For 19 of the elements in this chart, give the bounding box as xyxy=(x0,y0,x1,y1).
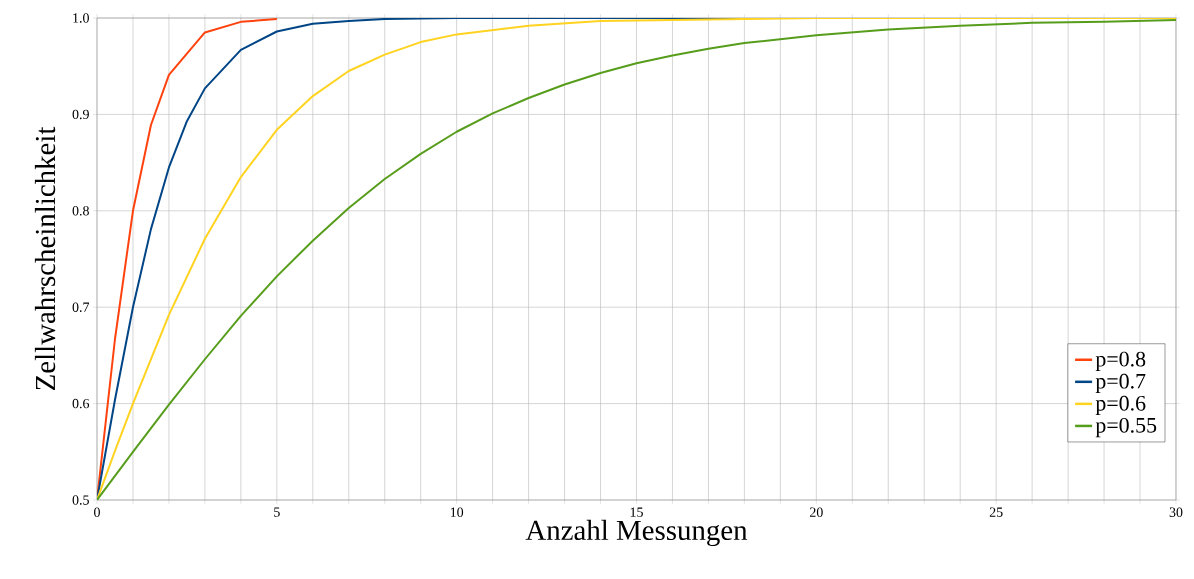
y-tick-label: 0.6 xyxy=(72,398,90,409)
x-tick-label: 25 xyxy=(989,507,1003,517)
x-tick-label: 20 xyxy=(809,507,823,517)
legend-label: p=0.8 xyxy=(1095,351,1146,371)
x-tick-label: 30 xyxy=(1169,507,1183,517)
y-tick-label: 1.0 xyxy=(73,13,89,23)
y-tick-label: 0.5 xyxy=(72,495,89,505)
x-axis-title: Anzahl Messungen xyxy=(525,519,748,547)
x-tick-label: 5 xyxy=(274,507,280,517)
y-tick-label: 0.8 xyxy=(72,206,89,216)
y-tick-label: 0.9 xyxy=(72,109,89,120)
x-tick-label: 15 xyxy=(630,507,643,517)
x-tick-label: 0 xyxy=(94,507,100,517)
y-tick-label: 0.7 xyxy=(72,302,90,312)
legend-label: p=0.6 xyxy=(1095,395,1146,416)
legend-label: p=0.55 xyxy=(1095,417,1157,438)
legend-label: p=0.7 xyxy=(1095,373,1146,394)
y-axis-title: Zellwahrscheinlichkeit xyxy=(34,126,56,390)
x-tick-label: 10 xyxy=(450,507,464,517)
